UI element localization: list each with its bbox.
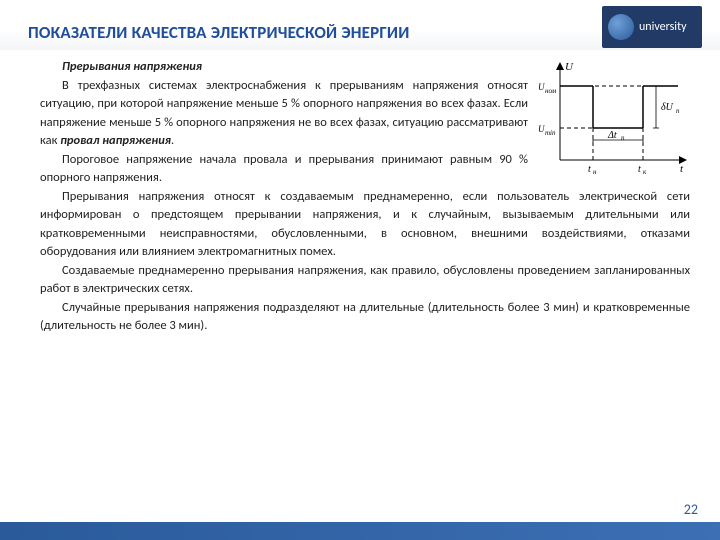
paragraph-4: Прерывания напряжения относят к создавае… [40, 188, 690, 262]
svg-text:U: U [538, 124, 545, 134]
p1-lead: Прерывания напряжения [62, 59, 202, 74]
svg-text:U: U [565, 61, 574, 73]
svg-text:п: п [621, 134, 625, 142]
page-number: 22 [684, 501, 698, 518]
page-title: ПОКАЗАТЕЛИ КАЧЕСТВА ЭЛЕКТРИЧЕСКОЙ ЭНЕРГИ… [28, 22, 409, 43]
footer-bar [0, 522, 720, 540]
svg-text:U: U [538, 82, 545, 92]
logo-globe-icon [608, 14, 634, 40]
university-logo: university [602, 6, 702, 48]
paragraph-2: В трехфазных системах электроснабжения к… [40, 77, 550, 151]
paragraph-5: Создаваемые преднамеренно прерывания нап… [40, 262, 690, 299]
voltage-dip-diagram: U t Uном Umin δUп Δtп tн tк [538, 58, 690, 178]
svg-text:t: t [588, 164, 591, 175]
svg-text:ном: ном [545, 87, 557, 95]
svg-text:δU: δU [661, 102, 674, 113]
svg-text:min: min [545, 129, 556, 137]
svg-text:t: t [638, 164, 641, 175]
content-body: U t Uном Umin δUп Δtп tн tк Прерывания н… [40, 58, 690, 336]
svg-text:к: к [643, 168, 647, 176]
svg-text:Δt: Δt [607, 130, 617, 141]
svg-text:t: t [680, 163, 684, 175]
logo-text: university [639, 21, 687, 33]
svg-text:п: п [676, 107, 680, 115]
paragraph-6: Случайные прерывания напряжения подразде… [40, 299, 690, 336]
svg-text:н: н [593, 168, 597, 176]
